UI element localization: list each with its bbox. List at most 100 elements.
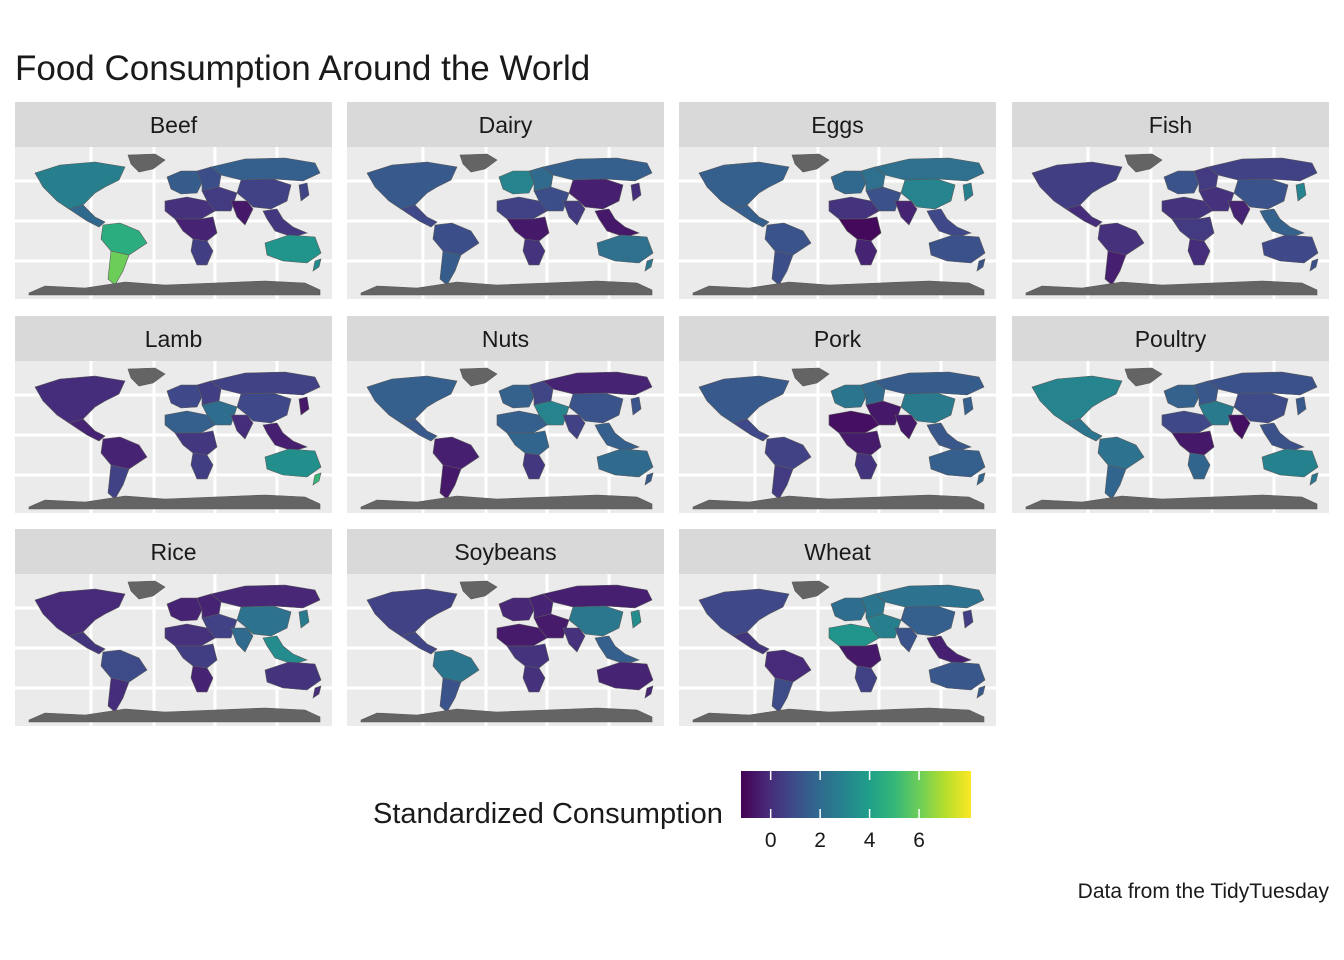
map-region-japan: [630, 609, 642, 629]
facet-map-soybeans: [347, 574, 664, 726]
map-region-central-africa: [174, 430, 218, 456]
map-region-south-america-south: [439, 677, 462, 713]
caption: Data from the TidyTuesday: [1077, 880, 1329, 903]
map-region-north-africa: [828, 623, 880, 647]
map-region-antarctica: [692, 280, 985, 296]
facet-map-pork: [679, 361, 996, 513]
map-region-europe-west: [498, 384, 535, 409]
map-region-greenland: [127, 367, 166, 387]
map-region-central-africa: [174, 643, 218, 669]
map-region-southeast-asia: [926, 635, 972, 665]
facet-map-beef: [15, 147, 332, 299]
map-region-antarctica: [28, 280, 321, 296]
map-region-antarctica: [360, 494, 653, 510]
map-region-india: [1227, 414, 1251, 440]
map-region-new-zealand: [1309, 472, 1319, 486]
world-map-poultry: [1012, 361, 1329, 513]
map-region-russia: [542, 157, 653, 182]
facet-panel-soybeans: Soybeans: [347, 529, 664, 726]
map-region-europe-west: [166, 170, 203, 195]
facet-panel-nuts: Nuts: [347, 316, 664, 513]
facet-panel-poultry: Poultry: [1012, 316, 1329, 513]
legend-tick-label: 0: [764, 829, 777, 852]
map-region-southeast-asia: [594, 422, 640, 452]
map-region-australia: [264, 448, 322, 478]
map-region-central-america: [400, 631, 438, 655]
map-region-japan: [1295, 182, 1307, 202]
map-region-china: [900, 392, 956, 424]
map-region-southern-africa: [522, 665, 546, 693]
map-region-central-africa: [506, 643, 550, 669]
map-region-australia: [596, 234, 654, 264]
colorbar-gradient: [741, 771, 971, 818]
map-region-europe-west: [1163, 170, 1200, 195]
map-region-north-africa: [1161, 410, 1213, 434]
map-region-europe-west: [498, 597, 535, 622]
map-region-central-america: [732, 204, 770, 228]
map-region-south-america-north: [432, 649, 480, 683]
map-region-greenland: [1124, 153, 1163, 173]
map-region-south-america-south: [771, 250, 794, 286]
map-region-south-america-north: [432, 436, 480, 470]
facet-strip-label: Rice: [15, 529, 332, 574]
map-region-antarctica: [360, 280, 653, 296]
map-region-central-africa: [838, 430, 882, 456]
facet-panel-wheat: Wheat: [679, 529, 996, 726]
map-region-greenland: [791, 580, 830, 600]
map-region-greenland: [127, 580, 166, 600]
facet-map-poultry: [1012, 361, 1329, 513]
map-region-india: [894, 200, 918, 226]
map-region-australia: [928, 661, 986, 691]
map-region-china: [568, 392, 624, 424]
map-region-north-africa: [828, 196, 880, 220]
map-region-north-africa: [1161, 196, 1213, 220]
map-region-china: [1233, 392, 1289, 424]
map-region-antarctica: [360, 707, 653, 723]
map-region-central-america: [400, 204, 438, 228]
map-region-europe-west: [498, 170, 535, 195]
map-region-south-america-south: [107, 464, 130, 500]
facet-panel-eggs: Eggs: [679, 102, 996, 299]
map-region-china: [236, 392, 292, 424]
facet-strip-label: Eggs: [679, 102, 996, 147]
facet-strip-label: Poultry: [1012, 316, 1329, 361]
map-region-japan: [1295, 396, 1307, 416]
facet-map-lamb: [15, 361, 332, 513]
map-region-south-america-south: [771, 677, 794, 713]
map-region-australia: [596, 448, 654, 478]
facet-map-dairy: [347, 147, 664, 299]
map-region-new-zealand: [644, 258, 654, 272]
map-region-greenland: [791, 153, 830, 173]
legend-tick-label: 6: [913, 829, 925, 852]
map-region-north-africa: [164, 623, 216, 647]
map-region-central-africa: [174, 216, 218, 242]
map-region-southeast-asia: [262, 422, 308, 452]
facet-strip-label: Nuts: [347, 316, 664, 361]
map-region-central-africa: [838, 643, 882, 669]
map-region-antarctica: [692, 707, 985, 723]
map-region-north-africa: [828, 410, 880, 434]
map-region-australia: [264, 661, 322, 691]
map-region-japan: [298, 609, 310, 629]
map-region-north-america: [366, 161, 458, 210]
map-region-russia: [210, 157, 321, 182]
facet-panel-beef: Beef: [15, 102, 332, 299]
map-region-south-america-south: [1104, 464, 1127, 500]
world-map-nuts: [347, 361, 664, 513]
map-region-new-zealand: [976, 472, 986, 486]
map-region-australia: [1261, 448, 1319, 478]
map-region-north-america: [34, 161, 126, 210]
map-region-china: [236, 605, 292, 637]
map-region-australia: [596, 661, 654, 691]
map-region-russia: [1207, 157, 1318, 182]
map-region-southeast-asia: [926, 422, 972, 452]
map-region-new-zealand: [1309, 258, 1319, 272]
map-region-australia: [1261, 234, 1319, 264]
map-region-australia: [928, 448, 986, 478]
map-region-central-africa: [1171, 216, 1215, 242]
map-region-north-america: [366, 588, 458, 637]
map-region-southern-africa: [522, 238, 546, 266]
map-region-central-america: [400, 418, 438, 442]
map-region-greenland: [459, 367, 498, 387]
facet-map-wheat: [679, 574, 996, 726]
